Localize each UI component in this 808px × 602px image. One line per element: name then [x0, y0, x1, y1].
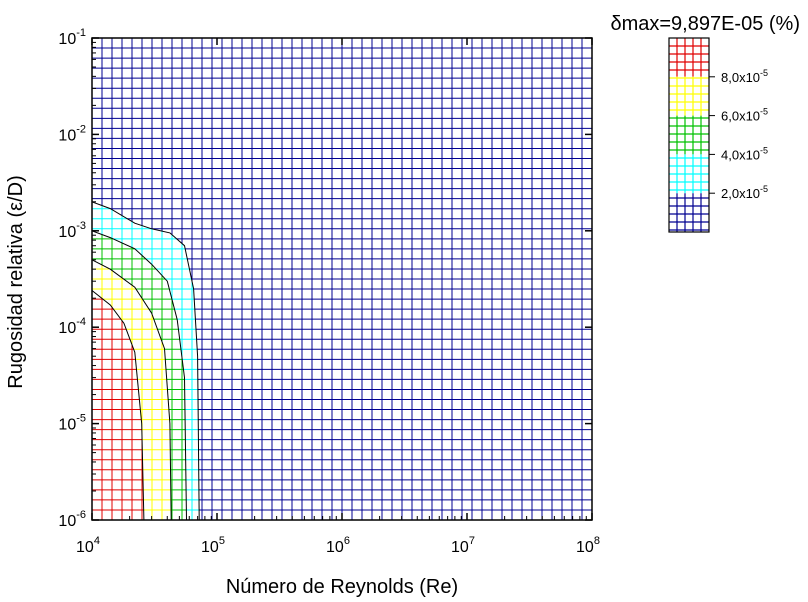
x-tick-label: 106: [326, 535, 350, 556]
plot-grid: [92, 38, 592, 520]
legend-band: [669, 193, 709, 232]
x-tick-label: 108: [576, 535, 600, 556]
x-axis: 104 105 106 107 108: [76, 38, 600, 556]
contour-line-2: [92, 230, 187, 520]
y-axis: 10-1 10-2 10-3 10-4 10-5 10-6: [58, 27, 592, 530]
y-tick-label: 10-3: [58, 220, 86, 241]
legend-tick-label: 6,0x10-5: [721, 107, 768, 124]
contour-line-3: [92, 259, 172, 520]
x-tick-label: 105: [201, 535, 225, 556]
contour-lines-layer: [92, 201, 200, 520]
chart-title: δmax=9,897E-05 (%): [610, 13, 800, 35]
legend-band: [669, 76, 709, 116]
y-tick-label: 10-4: [58, 316, 86, 337]
contour-line-1: [92, 201, 200, 520]
legend-band: [669, 154, 709, 194]
x-axis-label: Número de Reynolds (Re): [226, 576, 458, 598]
y-tick-label: 10-6: [58, 509, 86, 530]
contour-line-4: [92, 290, 145, 520]
y-tick-label: 10-1: [58, 27, 86, 48]
legend-tick-label: 4,0x10-5: [721, 145, 768, 162]
y-tick-label: 10-2: [58, 123, 86, 144]
y-tick-label: 10-5: [58, 413, 86, 434]
legend-frame: [668, 37, 710, 233]
legend-band: [669, 38, 709, 77]
x-tick-label: 104: [76, 535, 100, 556]
x-tick-label: 107: [451, 535, 475, 556]
legend-band: [669, 115, 709, 155]
colorbar-legend: 8,0x10-5 6,0x10-5 4,0x10-5 2,0x10-5: [668, 37, 768, 233]
legend-tick-label: 2,0x10-5: [721, 184, 768, 201]
legend-tick-label: 8,0x10-5: [721, 68, 768, 85]
y-axis-label: Rugosidad relativa (ε/D): [5, 175, 27, 388]
